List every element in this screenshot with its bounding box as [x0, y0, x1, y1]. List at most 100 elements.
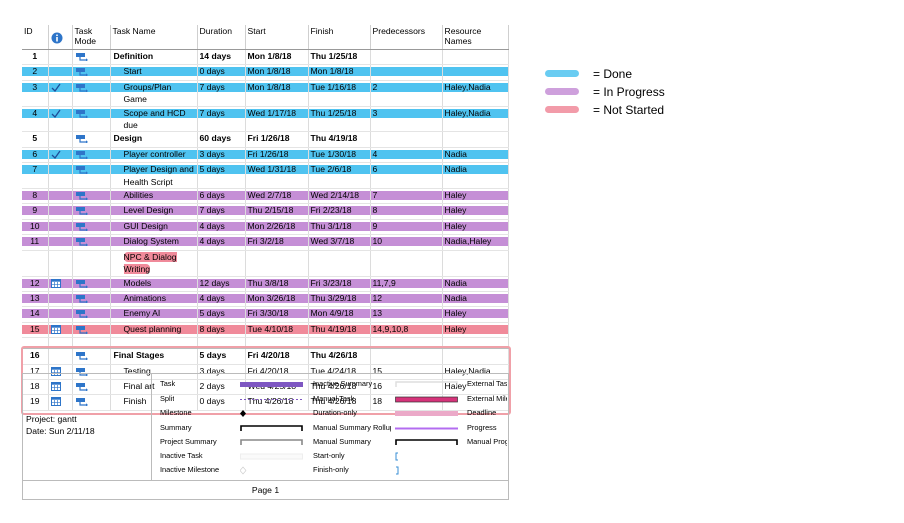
- start-cell-text: Thu 2/15/18: [247, 205, 294, 216]
- auto-schedule-icon: [75, 352, 88, 361]
- predecessors-cell-text: 6: [372, 164, 378, 175]
- finish-cell: Thu 4/19/18: [308, 131, 371, 148]
- finish-cell: Thu 4/19/18: [308, 322, 371, 339]
- start-cell: Fri 1/26/18: [245, 147, 309, 164]
- start-cell: Thu 2/15/18: [245, 203, 309, 220]
- task-id: 15: [22, 322, 49, 339]
- task-id: [22, 250, 49, 277]
- key-label: External Milestone: [467, 394, 507, 403]
- resources-cell-text: Nadia: [444, 164, 467, 175]
- info-cell: [48, 234, 73, 251]
- task-name: Finish: [110, 394, 198, 411]
- finish-cell-text: Mon 4/9/18: [310, 308, 354, 319]
- task-name-text: Testing: [123, 365, 151, 376]
- key-symbol: [395, 411, 458, 416]
- task-row: 17 Testing 3 days Fri 4/20/18 Tue 4/24/18 15 H…: [22, 364, 509, 380]
- start-cell: Tue 4/10/18: [245, 322, 309, 339]
- finish-cell: Wed 2/14/18: [308, 188, 371, 205]
- task-mode: [72, 394, 111, 411]
- empty-cell: [48, 337, 73, 350]
- key-symbol: [240, 453, 303, 460]
- task-id-text: 12: [29, 277, 40, 288]
- info-cell: [48, 147, 73, 164]
- start-cell: Fri 4/20/18: [245, 348, 309, 365]
- task-id-text: 18: [29, 380, 40, 391]
- start-cell-text: Mon 3/26/18: [247, 292, 296, 303]
- indicator-icon: [50, 324, 61, 334]
- task-id: 10: [22, 219, 49, 236]
- task-name: Definition: [110, 49, 198, 66]
- start-cell-text: Thu 4/26/18: [247, 396, 294, 407]
- task-name: Dialog System: [110, 234, 198, 251]
- predecessors-cell: 14,9,10,8: [370, 322, 443, 339]
- finish-cell: Thu 3/1/18: [308, 219, 371, 236]
- predecessors-cell: 3: [370, 106, 443, 133]
- finish-cell-text: Thu 4/26/18: [310, 350, 358, 361]
- info-cell: [48, 80, 73, 107]
- key-label: Milestone: [160, 408, 192, 417]
- task-mode: [72, 250, 111, 277]
- task-name: Final art: [110, 379, 198, 396]
- indicator-icon: [50, 397, 61, 407]
- task-name: Player controller: [110, 147, 198, 164]
- task-mode: [72, 291, 111, 308]
- resources-cell-text: Nadia: [444, 277, 467, 288]
- key-label: Split: [160, 394, 175, 403]
- duration-cell-text: 5 days: [199, 350, 227, 361]
- task-id-text: 14: [29, 308, 40, 319]
- info-cell: [48, 49, 73, 66]
- duration-cell: 3 days: [197, 147, 246, 164]
- indicator-icon: [50, 278, 61, 288]
- duration-cell: 0 days: [197, 64, 246, 81]
- resources-cell-text: Haley,Nadia: [444, 365, 491, 376]
- auto-schedule-icon: [75, 83, 88, 93]
- column-header: Predecessors: [370, 25, 443, 50]
- duration-cell-text: 8 days: [199, 323, 225, 334]
- finish-cell: Tue 1/30/18: [308, 147, 371, 164]
- task-name: Design: [110, 131, 198, 148]
- task-id-text: 16: [29, 350, 40, 361]
- auto-schedule-icon: [75, 310, 88, 319]
- finish-cell: Mon 4/9/18: [308, 306, 371, 323]
- task-name-text: Quest planning: [123, 323, 182, 334]
- task-id-text: 4: [32, 107, 38, 118]
- task-mode: [72, 234, 111, 251]
- key-label: External Tasks: [467, 379, 507, 388]
- finish-cell-text: Wed 2/14/18: [310, 190, 360, 201]
- task-name-text: Abilities: [123, 190, 154, 201]
- task-mode: [72, 219, 111, 236]
- resources-cell-text: Haley: [444, 308, 467, 319]
- auto-schedule-icon: [75, 150, 88, 160]
- start-cell-text: Fri 4/20/18: [247, 350, 290, 361]
- task-id-text: 10: [29, 220, 40, 231]
- duration-cell: 14 days: [197, 49, 246, 66]
- predecessors-cell-text: 13: [372, 308, 383, 319]
- predecessors-cell-text: 8: [372, 205, 378, 216]
- duration-cell-text: 0 days: [199, 396, 225, 407]
- task-mode: [72, 80, 111, 107]
- empty-cell: [110, 337, 198, 350]
- task-name-text: Groups/Plan Game: [123, 81, 172, 105]
- empty-cell: [308, 337, 371, 350]
- start-cell-text: Tue 4/10/18: [247, 323, 294, 334]
- start-cell-text: Thu 3/8/18: [247, 277, 289, 288]
- duration-cell: 6 days: [197, 188, 246, 205]
- duration-cell: 7 days: [197, 80, 246, 107]
- task-id-text: 17: [29, 365, 40, 376]
- duration-cell: 4 days: [197, 234, 246, 251]
- task-name: Testing: [110, 364, 198, 380]
- start-cell: Fri 3/30/18: [245, 306, 309, 323]
- start-cell-text: Fri 3/2/18: [247, 236, 284, 247]
- duration-cell-text: 60 days: [199, 133, 232, 144]
- finish-cell: Thu 4/26/18: [308, 394, 371, 411]
- task-id: 5: [22, 131, 49, 148]
- finish-cell: Tue 2/6/18: [308, 162, 371, 190]
- resources-cell: Nadia: [442, 276, 509, 292]
- task-name: Player Design and Health Script: [110, 162, 198, 190]
- key-label: Manual Summary: [313, 437, 371, 446]
- task-mode: [72, 188, 111, 205]
- duration-cell: 0 days: [197, 394, 246, 411]
- task-name-text: Final Stages: [113, 350, 165, 361]
- info-cell: [48, 64, 73, 81]
